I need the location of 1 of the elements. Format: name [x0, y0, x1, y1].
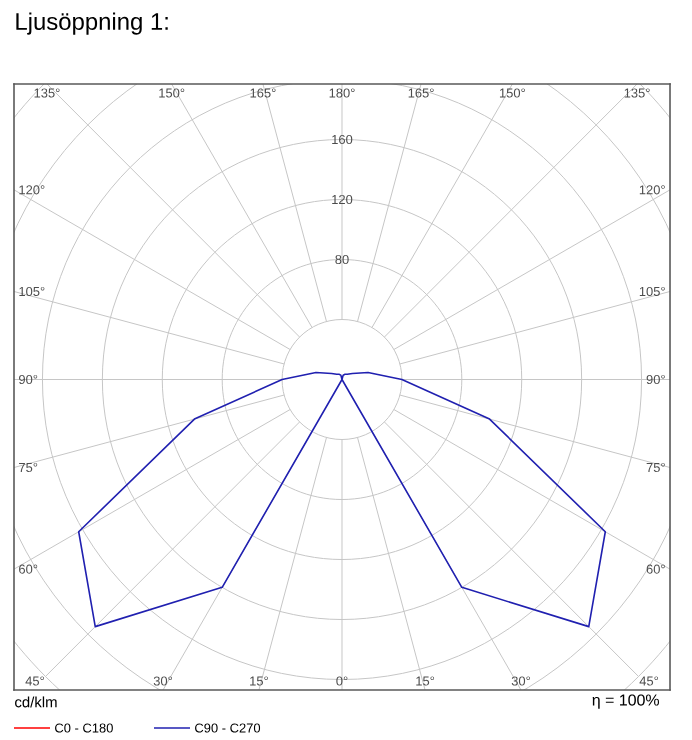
- chart-title: Ljusöppning 1:: [16, 12, 168, 35]
